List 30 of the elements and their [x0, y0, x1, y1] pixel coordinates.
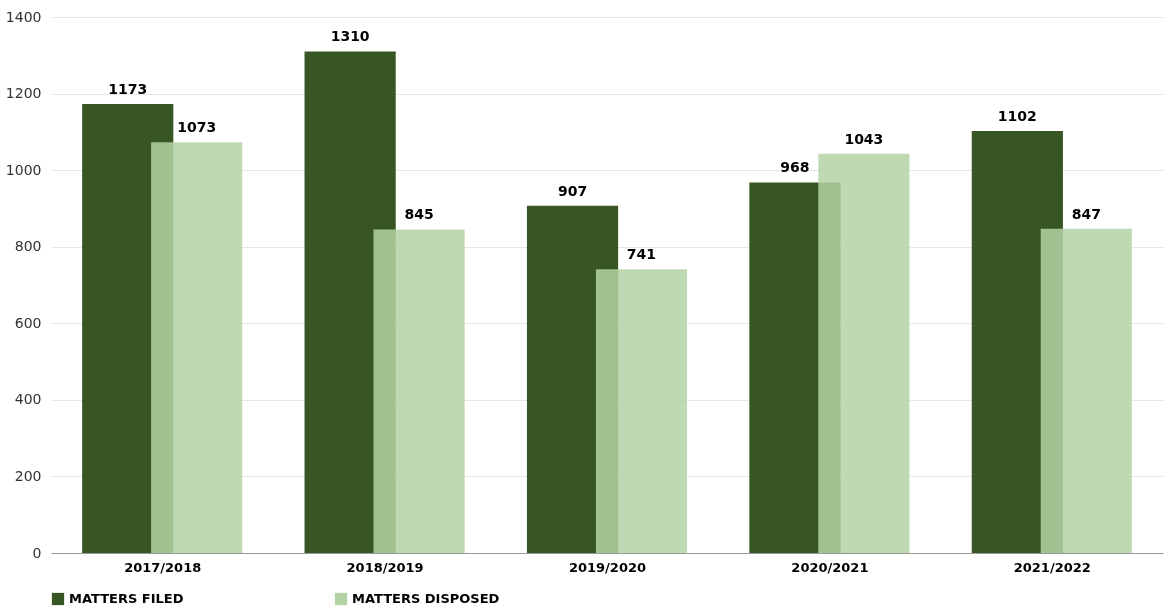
bar: [818, 153, 910, 553]
data-label: 741: [626, 246, 657, 263]
bar: [373, 229, 465, 553]
y-tick-label: 600: [14, 314, 42, 331]
y-tick-label: 200: [14, 467, 42, 484]
x-tick-label: 2021/2022: [1013, 559, 1091, 575]
x-tick-label: 2020/2021: [791, 559, 869, 575]
data-label: 847: [1071, 205, 1101, 222]
data-label: 1173: [108, 80, 148, 97]
y-tick-label: 400: [14, 391, 42, 408]
legend-label: MATTERS FILED: [69, 591, 184, 606]
x-tick-label: 2017/2018: [124, 559, 202, 575]
x-tick-label: 2018/2019: [346, 559, 424, 575]
y-tick-label: 1200: [5, 85, 42, 102]
data-label: 1102: [997, 108, 1037, 125]
bar: [1040, 228, 1132, 553]
x-tick-label: 2019/2020: [568, 559, 647, 575]
bar: [595, 269, 688, 553]
y-tick-label: 800: [14, 238, 42, 255]
data-label: 1043: [844, 130, 884, 147]
y-tick-label: 1400: [5, 8, 42, 25]
data-label: 968: [780, 159, 810, 176]
data-label: 1073: [177, 119, 217, 136]
y-tick-label: 0: [32, 544, 42, 561]
data-label: 1310: [330, 28, 370, 45]
legend-label: MATTERS DISPOSED: [352, 591, 500, 606]
bar: [151, 142, 243, 553]
data-label: 845: [404, 206, 434, 223]
y-tick-label: 1000: [5, 161, 42, 178]
data-label: 907: [557, 182, 588, 199]
